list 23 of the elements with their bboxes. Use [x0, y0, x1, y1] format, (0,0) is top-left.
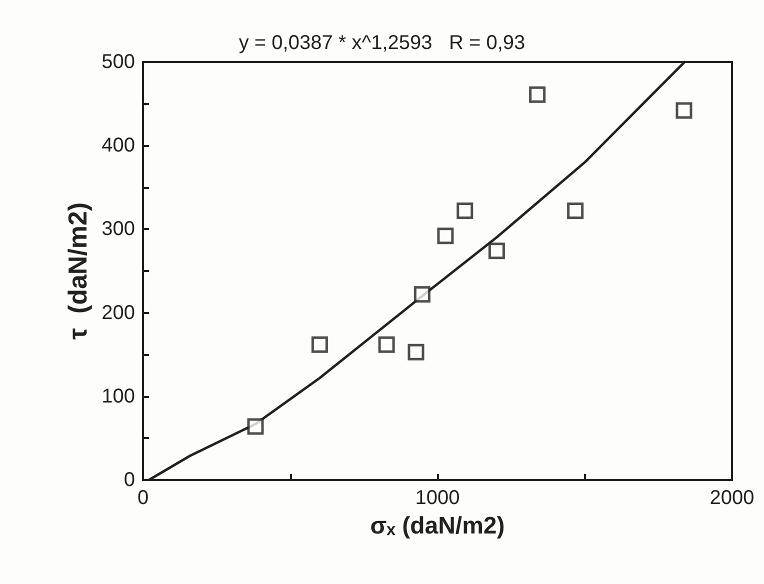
x-tick-label: 1000 [415, 487, 460, 509]
point [311, 336, 328, 353]
point [247, 418, 264, 435]
y-axis-title: τ (daN/m2) [62, 202, 93, 340]
chart-title: y = 0,0387 * x^1,2593 R = 0,93 [238, 32, 526, 54]
point [676, 102, 692, 119]
point [414, 286, 430, 303]
point [437, 228, 454, 244]
point [378, 336, 395, 353]
y-tick-label: 0 [124, 469, 135, 491]
x-tick-label: 2000 [710, 487, 754, 509]
y-tick-label: 400 [102, 134, 135, 157]
point [488, 242, 505, 260]
point [456, 202, 474, 220]
x-tick-label: 0 [137, 487, 149, 509]
point [567, 202, 584, 220]
point [408, 344, 424, 360]
x-axis-title: σₓ (daN/m2) [370, 512, 505, 540]
y-tick-label: 200 [102, 302, 135, 324]
point [529, 86, 546, 103]
y-tick-label: 500 [102, 51, 135, 73]
y-tick-label: 100 [102, 385, 135, 408]
y-tick-label: 300 [102, 218, 135, 240]
